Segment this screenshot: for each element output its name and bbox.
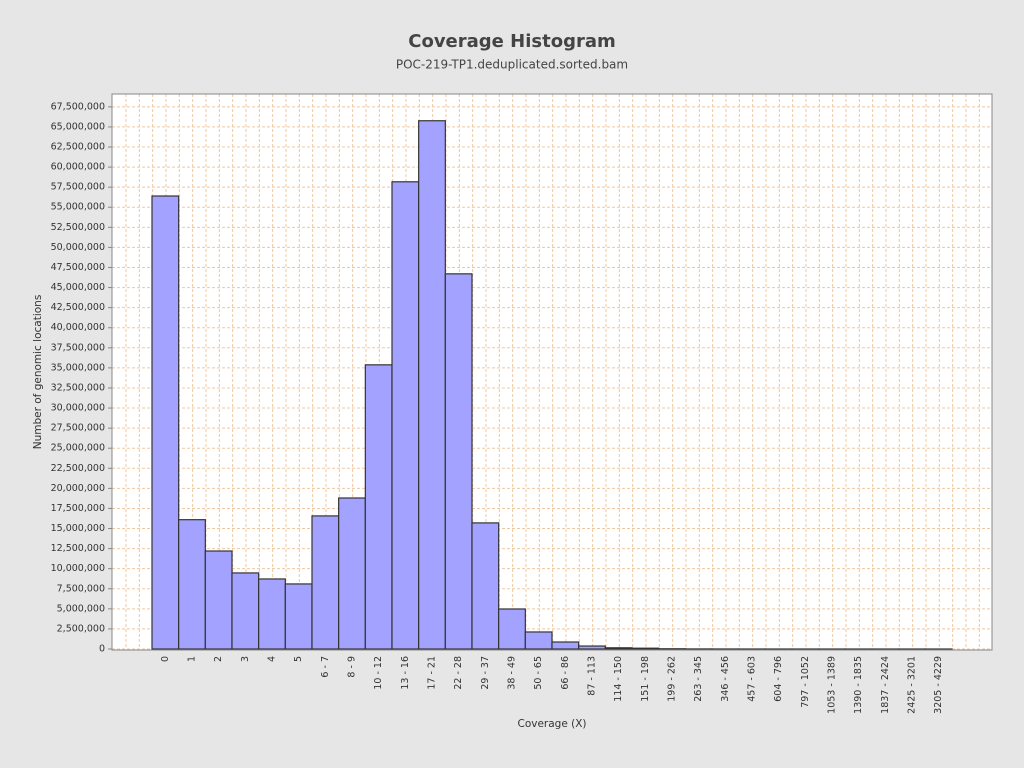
chart-subtitle: POC-219-TP1.deduplicated.sorted.bam — [396, 58, 628, 72]
plot-border — [111, 93, 993, 651]
y-tick-label: 7,500,000 — [57, 583, 105, 594]
x-tick-label: 263 - 345 — [693, 656, 704, 702]
y-tick-label: 65,000,000 — [51, 121, 105, 132]
y-tick-label: 25,000,000 — [51, 443, 105, 454]
x-tick-label: 17 - 21 — [427, 656, 438, 690]
x-tick-label: 0 — [160, 656, 171, 662]
bar — [338, 497, 366, 650]
y-tick-label: 17,500,000 — [51, 503, 105, 514]
bar — [364, 364, 393, 650]
y-axis-label: Number of genomic locations — [32, 295, 44, 450]
x-tick-label: 38 - 49 — [507, 656, 518, 690]
y-tick-label: 55,000,000 — [51, 202, 105, 213]
x-tick-label: 50 - 65 — [533, 656, 544, 690]
bar — [151, 195, 180, 650]
bar — [284, 583, 313, 650]
x-tick-label: 2 — [213, 656, 224, 662]
x-tick-label: 604 - 796 — [773, 656, 784, 702]
bar — [444, 273, 473, 650]
y-tick-label: 30,000,000 — [51, 403, 105, 414]
x-tick-label: 13 - 16 — [400, 656, 411, 690]
x-tick-label: 29 - 37 — [480, 656, 491, 690]
bar — [551, 641, 580, 650]
bar — [231, 572, 260, 650]
bar — [631, 647, 660, 650]
chart-title: Coverage Histogram — [408, 31, 615, 52]
y-tick-label: 50,000,000 — [51, 242, 105, 253]
x-tick-label: 457 - 603 — [747, 656, 758, 702]
y-tick-label: 35,000,000 — [51, 362, 105, 373]
x-axis-label: Coverage (X) — [517, 718, 586, 730]
bar — [258, 578, 286, 650]
bar — [204, 550, 233, 650]
y-tick-label: 10,000,000 — [51, 563, 105, 574]
y-tick-label: 57,500,000 — [51, 182, 105, 193]
bar — [311, 515, 340, 650]
bar — [498, 608, 526, 650]
x-tick-label: 114 - 150 — [613, 656, 624, 702]
y-tick-label: 22,500,000 — [51, 463, 105, 474]
y-tick-label: 37,500,000 — [51, 342, 105, 353]
y-tick-label: 40,000,000 — [51, 322, 105, 333]
x-tick-label: 1 — [187, 656, 198, 662]
bar — [524, 631, 553, 650]
x-tick-label: 3 — [240, 656, 251, 662]
x-tick-label: 797 - 1052 — [800, 656, 811, 708]
x-tick-label: 1053 - 1389 — [827, 656, 838, 714]
x-tick-label: 1837 - 2424 — [880, 656, 891, 714]
y-tick-label: 5,000,000 — [57, 603, 105, 614]
y-tick-label: 67,500,000 — [51, 101, 105, 112]
y-tick-label: 0 — [99, 644, 105, 655]
y-tick-label: 47,500,000 — [51, 262, 105, 273]
x-tick-label: 3205 - 4229 — [933, 656, 944, 714]
x-tick-label: 10 - 12 — [373, 656, 384, 690]
x-tick-label: 4 — [267, 656, 278, 662]
bar — [604, 647, 633, 650]
bar — [391, 181, 420, 650]
y-tick-label: 20,000,000 — [51, 483, 105, 494]
y-tick-label: 2,500,000 — [57, 623, 105, 634]
x-tick-label: 66 - 86 — [560, 656, 571, 690]
y-tick-label: 15,000,000 — [51, 523, 105, 534]
y-tick-label: 12,500,000 — [51, 543, 105, 554]
x-tick-label: 2425 - 3201 — [907, 656, 918, 714]
plot-area — [112, 94, 992, 650]
x-tick-label: 6 - 7 — [320, 656, 331, 678]
y-tick-label: 42,500,000 — [51, 302, 105, 313]
bar — [178, 519, 206, 650]
y-tick-label: 62,500,000 — [51, 142, 105, 153]
x-tick-label: 22 - 28 — [453, 656, 464, 690]
bar — [578, 645, 606, 650]
x-tick-label: 151 - 198 — [640, 656, 651, 702]
y-tick-label: 45,000,000 — [51, 282, 105, 293]
x-tick-label: 346 - 456 — [720, 656, 731, 702]
x-tick-label: 1390 - 1835 — [853, 656, 864, 714]
y-tick-label: 32,500,000 — [51, 382, 105, 393]
bars — [151, 120, 953, 650]
x-tick-label: 87 - 113 — [587, 656, 598, 696]
y-tick-label: 52,500,000 — [51, 222, 105, 233]
x-tick-label: 199 - 262 — [667, 656, 678, 702]
x-tick-label: 5 — [293, 656, 304, 662]
bar — [471, 522, 500, 650]
y-tick-label: 60,000,000 — [51, 162, 105, 173]
x-tick-label: 8 - 9 — [347, 656, 358, 678]
y-tick-label: 27,500,000 — [51, 423, 105, 434]
bar — [418, 120, 446, 650]
